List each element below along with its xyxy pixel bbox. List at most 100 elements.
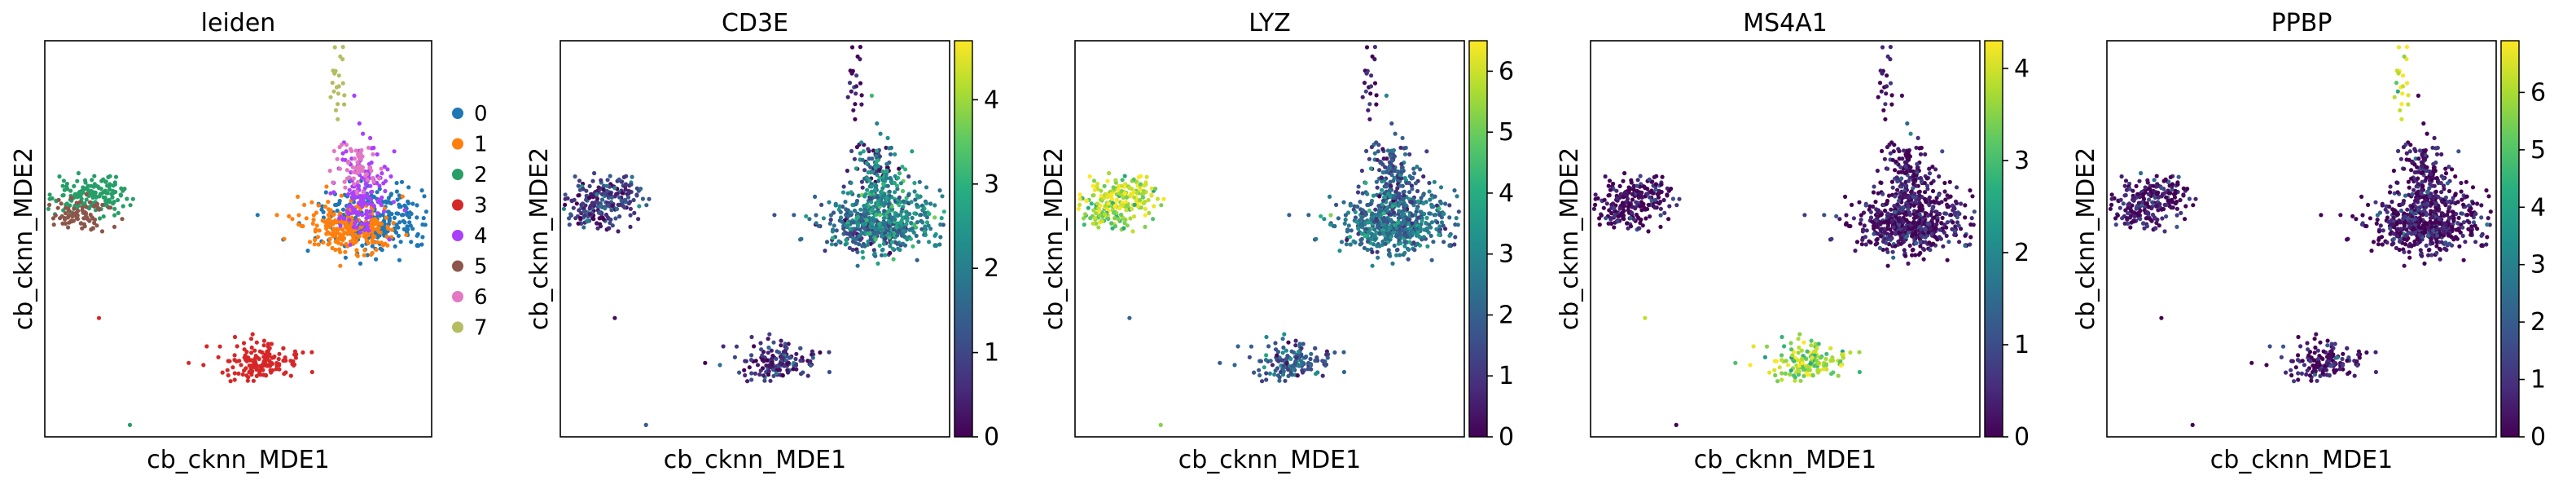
cell-point: [67, 213, 72, 218]
cell-point: [1665, 192, 1670, 197]
cell-point: [262, 355, 267, 360]
cell-point: [1374, 102, 1379, 107]
cell-point: [1358, 242, 1363, 247]
cell-point: [112, 224, 117, 229]
cell-point: [355, 170, 360, 175]
cell-point: [227, 359, 232, 363]
colorbar-gradient: [1985, 41, 2003, 437]
cell-point: [1875, 236, 1880, 241]
cell-point: [1907, 243, 1912, 248]
cell-point: [1402, 152, 1408, 156]
cell-point: [2438, 257, 2442, 262]
cell-point: [83, 210, 88, 215]
cell-point: [615, 192, 620, 196]
cell-point: [107, 197, 112, 202]
cell-point: [1131, 177, 1136, 182]
cell-point: [291, 359, 296, 363]
cell-point: [1091, 208, 1096, 213]
cell-point: [1345, 229, 1349, 234]
cell-point: [276, 356, 281, 362]
cell-point: [924, 200, 929, 205]
cell-point: [1380, 187, 1385, 192]
cell-point: [1916, 135, 1920, 140]
cell-point: [855, 263, 860, 268]
cell-point: [1143, 182, 1148, 187]
cell-point: [1639, 195, 1644, 200]
cell-point: [1894, 175, 1900, 180]
cell-point: [1327, 194, 1332, 199]
cell-point: [283, 355, 287, 360]
cell-point: [859, 140, 864, 145]
cell-point: [1138, 182, 1143, 187]
cell-point: [1612, 225, 1617, 230]
cell-point: [1638, 174, 1643, 178]
cell-point: [774, 356, 779, 361]
cell-point: [343, 255, 348, 260]
cell-point: [1151, 217, 1156, 222]
cell-point: [1634, 200, 1639, 205]
cell-point: [1289, 349, 1294, 354]
cell-point: [92, 174, 97, 178]
cell-point: [1914, 145, 1919, 150]
cell-point: [1608, 216, 1613, 221]
cell-point: [1425, 244, 1430, 249]
cell-point: [1872, 184, 1876, 189]
cell-point: [1413, 181, 1418, 186]
cell-point: [1084, 199, 1089, 204]
cell-point: [847, 245, 852, 250]
cell-point: [830, 236, 835, 240]
colorbar-tick-label: 2: [1499, 301, 1514, 329]
cell-point: [2296, 371, 2301, 376]
cell-point: [1141, 191, 1146, 196]
cell-point: [2486, 194, 2491, 199]
cell-point: [1602, 197, 1607, 202]
cell-point: [321, 209, 326, 214]
scatter-points: [561, 45, 946, 428]
cell-point: [1363, 234, 1367, 239]
cell-point: [1957, 240, 1962, 244]
cell-point: [762, 378, 767, 383]
cell-point: [400, 194, 405, 199]
cell-point: [380, 248, 384, 253]
cell-point: [1406, 257, 1411, 262]
cell-point: [249, 350, 254, 355]
cell-point: [1389, 158, 1394, 163]
cell-point: [1428, 225, 1433, 230]
cell-point: [100, 202, 105, 207]
cell-point: [406, 185, 411, 190]
cell-point: [845, 231, 849, 236]
cell-point: [749, 371, 754, 376]
cell-point: [1353, 209, 1358, 214]
cell-point: [261, 343, 266, 348]
cell-point: [1911, 203, 1916, 208]
cell-point: [116, 197, 121, 203]
colorbar-gradient: [954, 41, 972, 437]
cell-point: [1286, 340, 1291, 345]
cell-point: [1132, 195, 1137, 200]
cell-point: [113, 174, 119, 179]
cell-point: [1798, 378, 1803, 383]
cell-point: [779, 343, 783, 348]
cell-point: [1110, 226, 1115, 231]
cell-point: [1264, 377, 1269, 382]
cell-point: [330, 245, 335, 250]
cell-point: [47, 202, 52, 207]
cell-point: [351, 170, 356, 174]
panel-title: MS4A1: [1743, 9, 1828, 37]
cell-point: [2459, 211, 2464, 216]
cell-point: [1284, 356, 1289, 361]
cell-point: [396, 225, 401, 230]
cell-point: [1601, 205, 1606, 210]
cell-point: [79, 196, 84, 201]
cell-point: [1437, 206, 1442, 211]
cell-point: [2312, 337, 2317, 341]
cell-point: [1411, 175, 1415, 180]
cell-point: [1402, 240, 1407, 244]
cell-point: [62, 216, 67, 221]
cell-point: [576, 193, 581, 198]
cell-point: [749, 353, 754, 358]
cell-point: [69, 219, 74, 224]
cell-point: [1377, 209, 1382, 214]
cell-point: [643, 422, 648, 428]
cell-point: [1366, 108, 1371, 112]
